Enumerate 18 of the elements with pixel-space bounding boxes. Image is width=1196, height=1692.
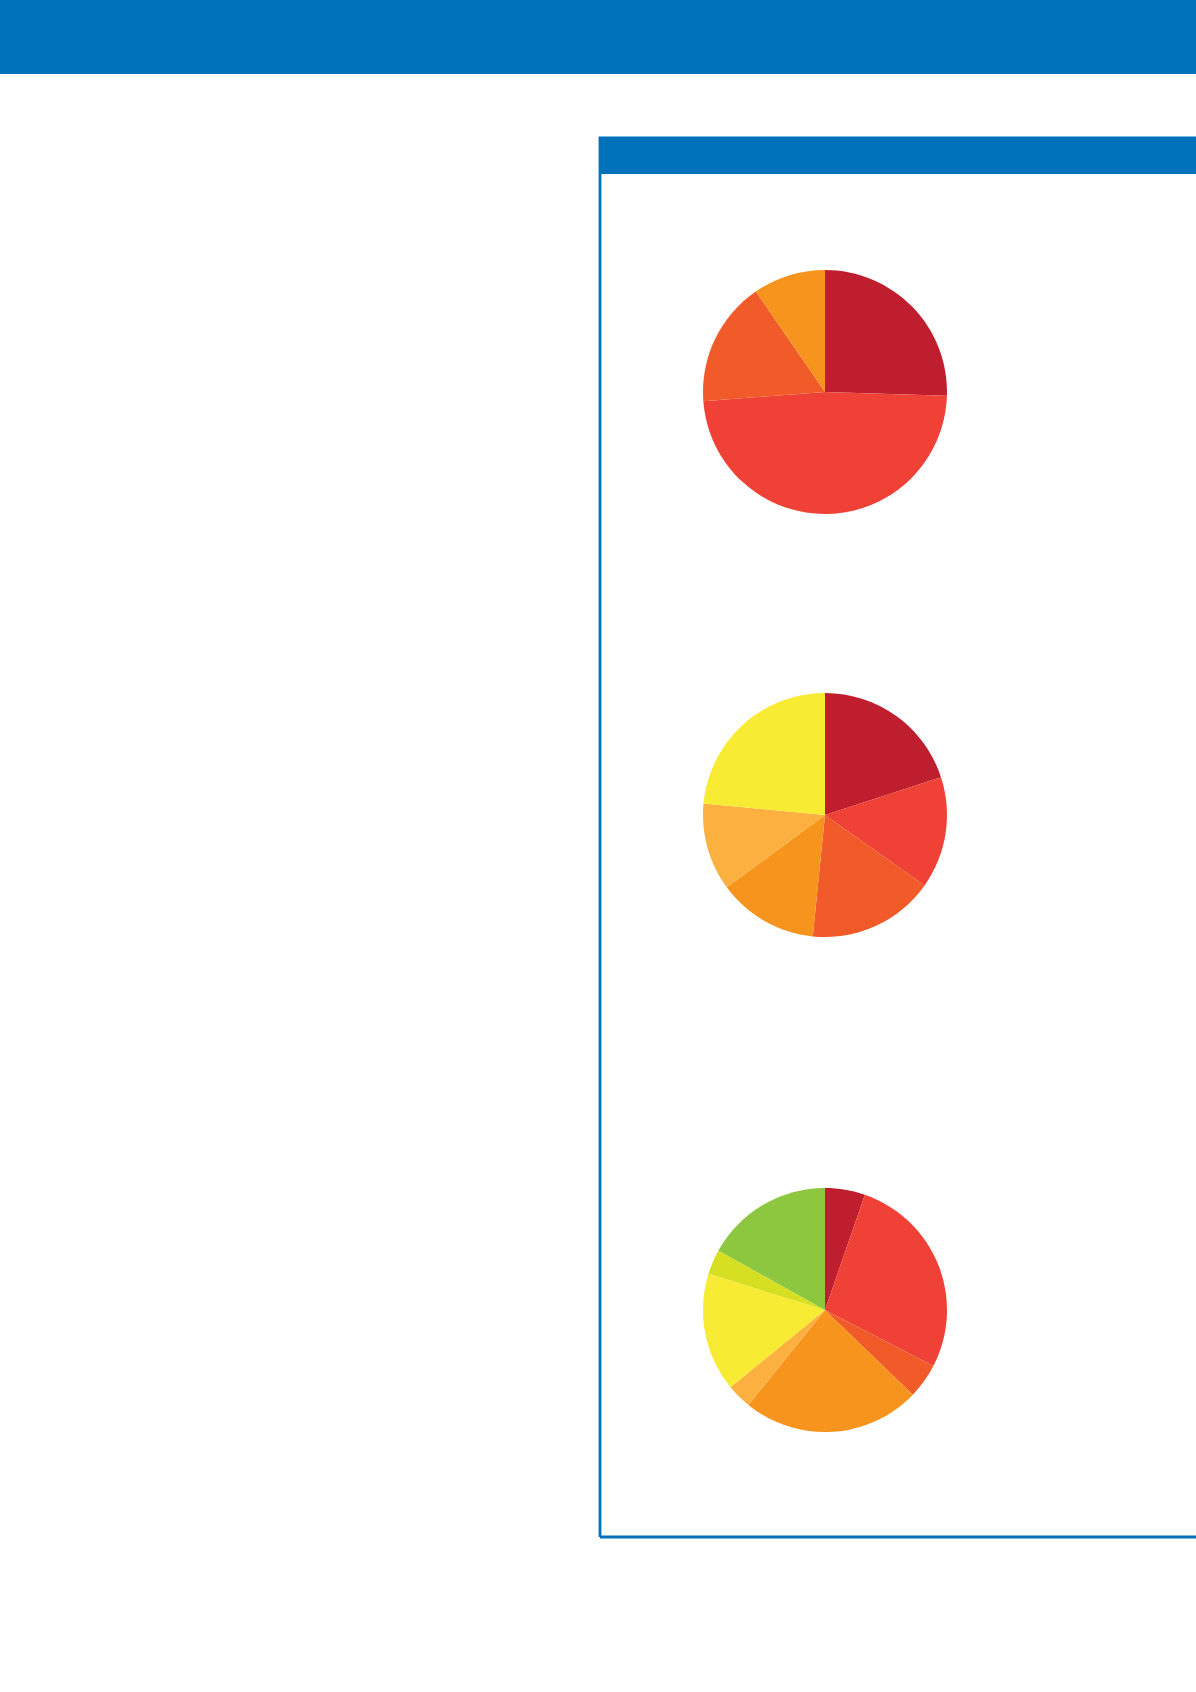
- pie-slice: [825, 1194, 947, 1367]
- pie-slice: [825, 270, 947, 396]
- pie-slice: [825, 1310, 934, 1395]
- pie-slice: [748, 1310, 913, 1432]
- pie-slice: [703, 291, 825, 402]
- pie-slice: [825, 777, 947, 886]
- pie-slice: [730, 1310, 825, 1405]
- pie-slice: [703, 1273, 825, 1388]
- pie-slice: [703, 803, 825, 888]
- pie-slice: [755, 270, 825, 392]
- pie-slice: [718, 1188, 825, 1310]
- pie-slice: [726, 815, 825, 937]
- pie-slice: [708, 1250, 825, 1310]
- pie-slice: [703, 693, 825, 815]
- pie-slice: [812, 815, 925, 937]
- pie-slice: [703, 392, 947, 514]
- pie-slice: [825, 693, 942, 815]
- pie-slice: [825, 1188, 865, 1310]
